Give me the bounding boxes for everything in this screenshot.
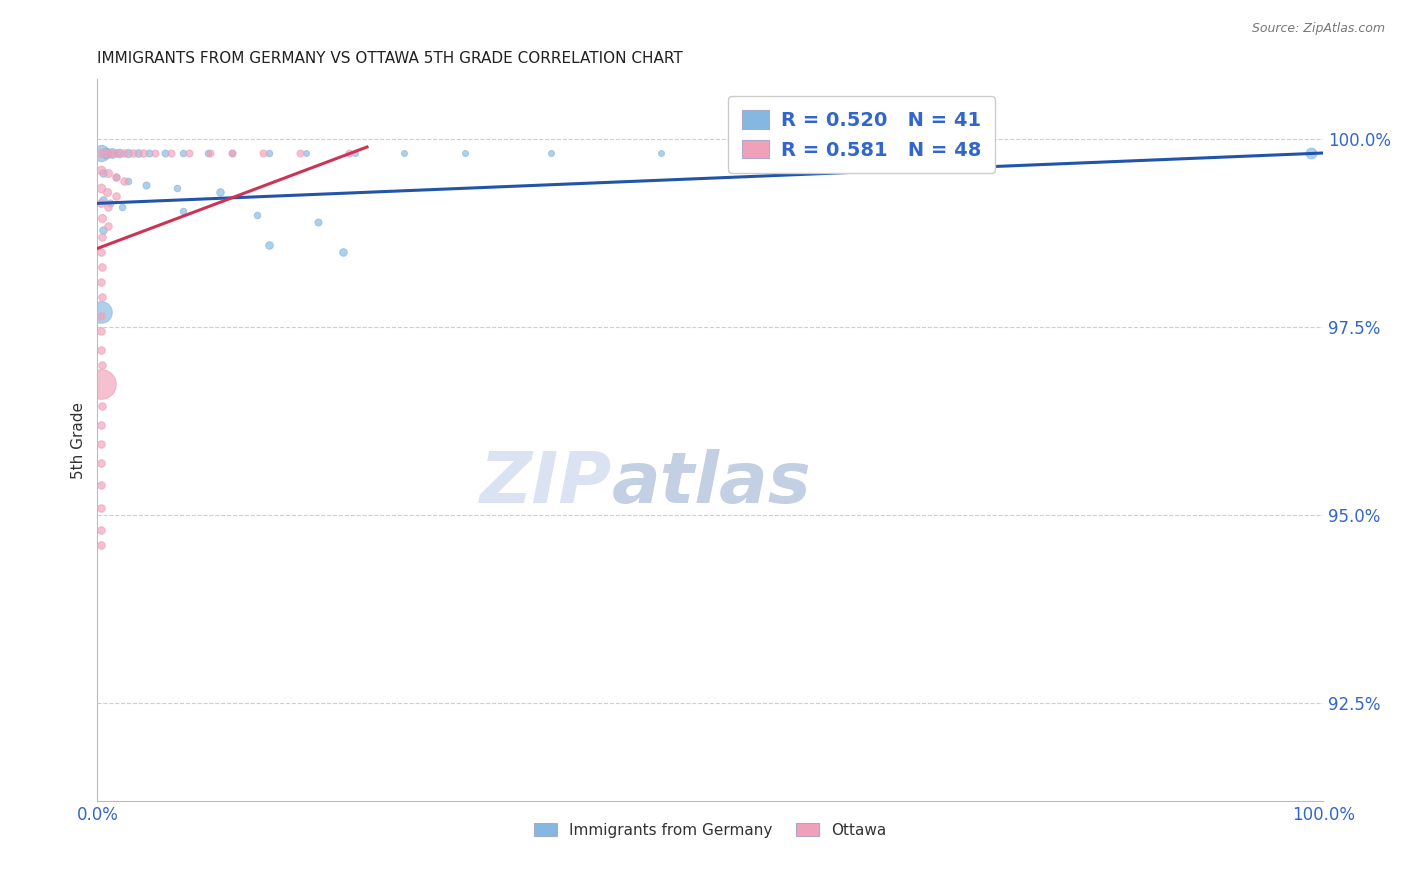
Point [172, 203, 194, 218]
Point [650, 146, 672, 161]
Point [108, 146, 131, 161]
Point [454, 146, 477, 161]
Point [307, 215, 329, 229]
Point [112, 174, 135, 188]
Point [96, 185, 118, 199]
Point [93, 166, 115, 180]
Point [94, 146, 117, 161]
Point [91, 290, 114, 304]
Point [91, 211, 114, 226]
Point [257, 237, 280, 252]
Point [91, 358, 114, 372]
Point [135, 178, 157, 192]
Point [117, 174, 139, 188]
Point [90, 456, 112, 470]
Point [105, 146, 128, 161]
Point [90, 275, 112, 289]
Point [90, 376, 112, 391]
Point [288, 146, 311, 161]
Point [104, 189, 127, 203]
Point [122, 146, 145, 161]
Text: IMMIGRANTS FROM GERMANY VS OTTAWA 5TH GRADE CORRELATION CHART: IMMIGRANTS FROM GERMANY VS OTTAWA 5TH GR… [97, 51, 683, 66]
Point [90, 181, 112, 195]
Point [90, 478, 112, 492]
Point [221, 146, 243, 161]
Point [883, 146, 905, 161]
Point [94, 146, 117, 161]
Point [91, 260, 114, 275]
Point [166, 181, 188, 195]
Point [221, 146, 243, 161]
Point [138, 146, 160, 161]
Point [127, 146, 149, 161]
Point [101, 146, 124, 161]
Point [1299, 146, 1322, 161]
Point [104, 169, 127, 184]
Point [252, 146, 274, 161]
Point [131, 146, 153, 161]
Point [198, 146, 221, 161]
Point [90, 146, 112, 161]
Point [90, 146, 112, 161]
Point [98, 196, 121, 211]
Point [93, 222, 115, 236]
Point [392, 146, 415, 161]
Y-axis label: 5th Grade: 5th Grade [72, 401, 86, 479]
Point [90, 538, 112, 552]
Point [93, 193, 115, 207]
Point [91, 399, 114, 413]
Text: atlas: atlas [612, 449, 811, 518]
Point [90, 324, 112, 338]
Point [100, 146, 122, 161]
Point [91, 230, 114, 244]
Point [179, 146, 201, 161]
Point [90, 437, 112, 451]
Point [343, 146, 366, 161]
Point [90, 500, 112, 515]
Point [97, 219, 120, 233]
Point [112, 146, 135, 161]
Point [90, 162, 112, 177]
Text: Source: ZipAtlas.com: Source: ZipAtlas.com [1251, 22, 1385, 36]
Point [90, 305, 112, 319]
Point [208, 185, 231, 199]
Point [540, 146, 562, 161]
Point [153, 146, 176, 161]
Point [332, 245, 354, 260]
Point [160, 146, 183, 161]
Point [246, 208, 269, 222]
Point [117, 146, 139, 161]
Point [143, 146, 166, 161]
Legend: Immigrants from Germany, Ottawa: Immigrants from Germany, Ottawa [529, 816, 893, 844]
Point [90, 418, 112, 433]
Point [172, 146, 194, 161]
Point [104, 169, 127, 184]
Point [90, 309, 112, 323]
Point [337, 146, 360, 161]
Point [97, 200, 120, 214]
Point [90, 245, 112, 260]
Point [90, 343, 112, 357]
Point [90, 196, 112, 211]
Point [294, 146, 316, 161]
Text: ZIP: ZIP [479, 449, 612, 518]
Point [111, 200, 134, 214]
Point [197, 146, 219, 161]
Point [97, 166, 120, 180]
Point [257, 146, 280, 161]
Point [90, 524, 112, 538]
